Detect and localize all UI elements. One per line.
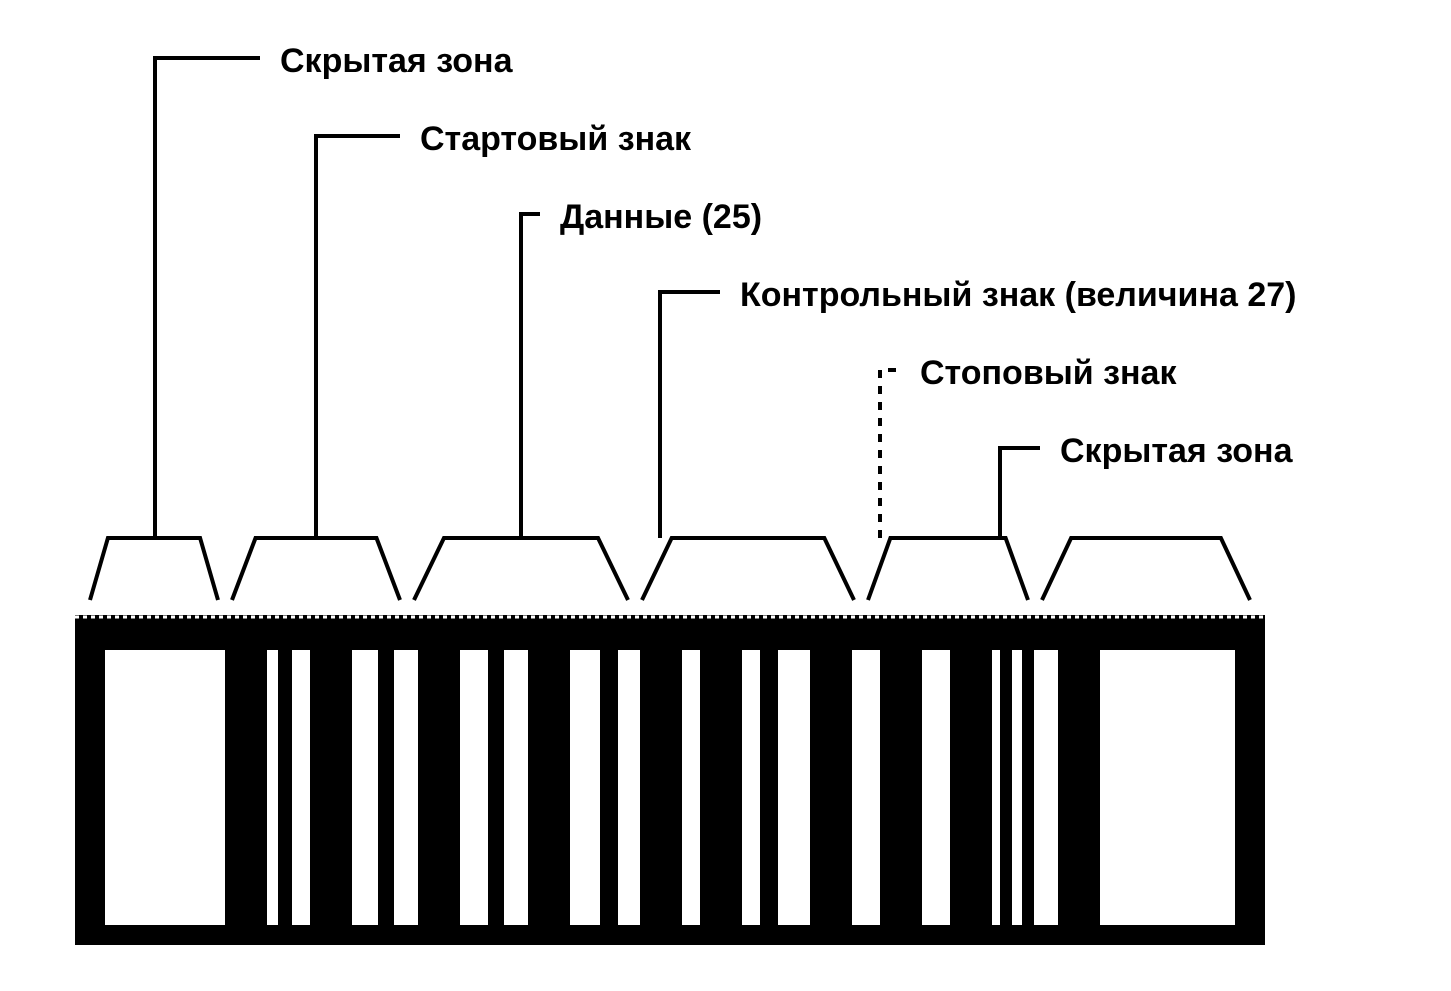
segment-bracket-quiet-right <box>1042 538 1250 600</box>
segment-bracket-stop <box>868 538 1028 600</box>
barcode-bar <box>278 650 292 925</box>
barcode-bar <box>378 650 394 925</box>
callout-label-quiet-left: Скрытая зона <box>280 42 514 80</box>
barcode-bar <box>880 650 922 925</box>
segment-bracket-data <box>414 538 628 600</box>
callout-leader-check <box>660 292 720 538</box>
barcode-bar <box>528 650 570 925</box>
barcode-bar <box>488 650 504 925</box>
barcode-bar <box>310 650 352 925</box>
barcode-bar <box>950 650 992 925</box>
barcode-bar <box>640 650 682 925</box>
barcode-bar <box>418 650 460 925</box>
callout-label-start: Стартовый знак <box>420 120 692 158</box>
callout-label-data: Данные (25) <box>560 198 762 236</box>
callout-label-quiet-right: Скрытая зона <box>1060 432 1294 470</box>
callout-leader-data <box>521 214 540 538</box>
callout-leader-stop <box>880 370 900 538</box>
callout-leader-quiet-right <box>1000 448 1040 538</box>
barcode-bar <box>1000 650 1012 925</box>
segment-bracket-start <box>232 538 400 600</box>
segment-bracket-check <box>642 538 854 600</box>
barcode-bar <box>700 650 742 925</box>
barcode-bar <box>1022 650 1034 925</box>
barcode-bar <box>225 650 267 925</box>
callout-label-check: Контрольный знак (величина 27) <box>740 276 1296 314</box>
barcode-bar <box>760 650 778 925</box>
segment-bracket-quiet-left <box>90 538 218 600</box>
barcode-bar <box>600 650 618 925</box>
barcode-bar <box>810 650 852 925</box>
callout-leader-quiet-left <box>155 58 260 538</box>
callout-label-stop: Стоповый знак <box>920 354 1177 392</box>
barcode-bar <box>1058 650 1100 925</box>
callout-leader-start <box>316 136 400 538</box>
